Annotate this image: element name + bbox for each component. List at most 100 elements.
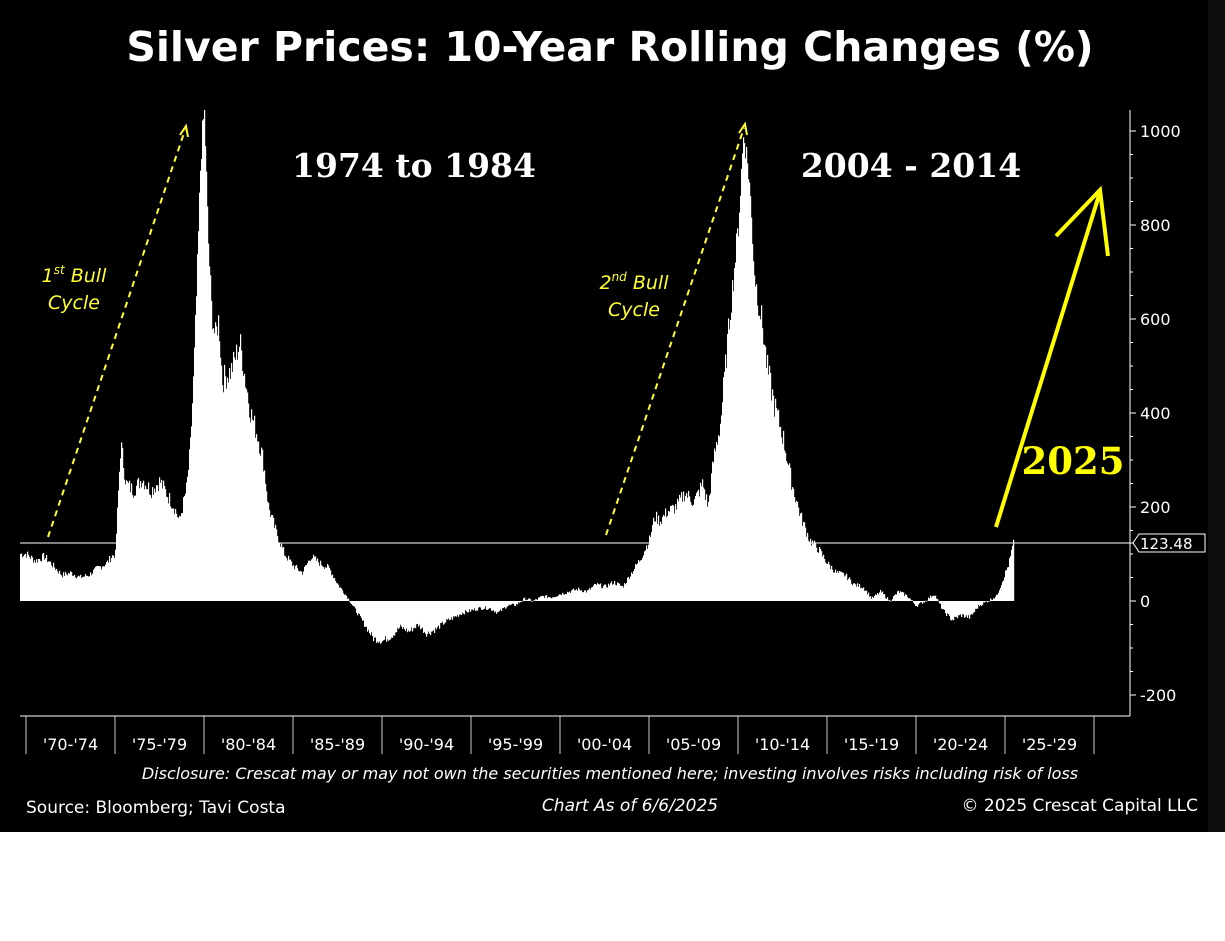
series-bar: [511, 601, 513, 605]
series-bar: [704, 489, 706, 601]
series-bar: [1004, 577, 1006, 601]
badge-shape: [1132, 533, 1206, 553]
series-bar: [833, 572, 835, 601]
series-bar: [732, 280, 734, 601]
x-tick-label: '70-'74: [43, 735, 98, 754]
series-bar: [719, 436, 721, 601]
series-bar: [387, 601, 389, 640]
series-bar: [645, 550, 647, 601]
series-bar: [909, 598, 911, 601]
series-bar: [393, 601, 395, 636]
series-bar: [865, 590, 867, 601]
series-bar: [888, 600, 890, 601]
series-bar: [422, 601, 424, 628]
series-bar: [510, 601, 512, 606]
series-bar: [256, 434, 258, 601]
series-bar: [405, 601, 407, 632]
series-bar: [549, 597, 551, 601]
series-bar: [680, 497, 682, 601]
series-bar: [664, 516, 666, 601]
series-bar: [581, 590, 583, 601]
series-bar: [615, 584, 617, 601]
series-bar: [45, 558, 47, 601]
series-bar: [558, 595, 560, 601]
series-bar: [328, 565, 330, 601]
series-bar: [562, 592, 564, 601]
series-bar: [253, 420, 255, 601]
series-bar: [108, 562, 110, 601]
series-bar: [916, 601, 918, 606]
series-bar: [46, 555, 48, 601]
series-bar: [439, 601, 441, 629]
series-bar: [825, 562, 827, 601]
series-bar: [874, 595, 876, 601]
series-bar: [24, 554, 26, 601]
series-bar: [41, 561, 43, 601]
series-bar: [216, 326, 218, 601]
series-bar: [655, 521, 657, 601]
series-bar: [710, 493, 712, 601]
series-bar: [85, 574, 87, 601]
series-bar: [686, 493, 688, 601]
series-bar: [76, 578, 78, 601]
series-bar: [953, 601, 955, 621]
series-bar: [73, 575, 75, 601]
series-bar: [249, 417, 251, 601]
series-bar: [329, 568, 331, 601]
series-bar: [206, 171, 208, 601]
series-bar: [251, 409, 253, 601]
series-bar: [417, 601, 419, 624]
series-bar: [455, 601, 457, 617]
series-bar: [95, 566, 97, 601]
series-bar: [642, 557, 644, 601]
series-bar: [876, 594, 878, 601]
series-bar: [232, 372, 234, 601]
series-bar: [229, 368, 231, 601]
series-bar: [221, 365, 223, 601]
series-bar: [364, 601, 366, 627]
series-bar: [350, 601, 352, 604]
series-bar: [168, 503, 170, 601]
series-bar: [333, 578, 335, 601]
series-bar: [314, 556, 316, 601]
period-label-1: 1974 to 1984: [292, 146, 536, 185]
series-bar: [577, 590, 579, 601]
series-bar: [667, 515, 669, 601]
series-bar: [925, 600, 927, 602]
series-bar: [164, 485, 166, 601]
series-bar: [454, 601, 456, 617]
series-bar: [167, 497, 169, 601]
series-bar: [869, 596, 871, 601]
series-bar: [176, 513, 178, 601]
series-bar: [618, 583, 620, 601]
series-bar: [737, 228, 739, 602]
series-bar: [785, 452, 787, 601]
series-bar: [621, 586, 623, 601]
series-bar: [400, 601, 402, 625]
series-bar: [433, 601, 435, 631]
series-bar: [203, 119, 205, 601]
series-bar: [215, 322, 217, 601]
source-text: Source: Bloomberg; Tavi Costa: [26, 798, 286, 818]
series-bar: [713, 462, 715, 601]
series-bar: [144, 489, 146, 601]
series-bar: [788, 465, 790, 601]
series-bar: [803, 521, 805, 601]
series-bar: [595, 583, 597, 601]
series-bar: [1001, 584, 1003, 601]
series-bar: [410, 601, 412, 631]
series-bar: [807, 532, 809, 601]
series-bar: [831, 565, 833, 601]
series-bar: [159, 477, 161, 601]
series-bar: [498, 601, 500, 612]
series-bar: [759, 315, 761, 601]
series-bar: [835, 569, 837, 601]
series-bar: [898, 590, 900, 601]
series-bar: [911, 600, 913, 601]
x-tick-label: '75-'79: [132, 735, 187, 754]
series-bar: [392, 601, 394, 638]
series-bar: [583, 592, 585, 601]
series-bar: [331, 575, 333, 601]
series-bar: [791, 489, 793, 601]
series-bar: [371, 601, 373, 633]
